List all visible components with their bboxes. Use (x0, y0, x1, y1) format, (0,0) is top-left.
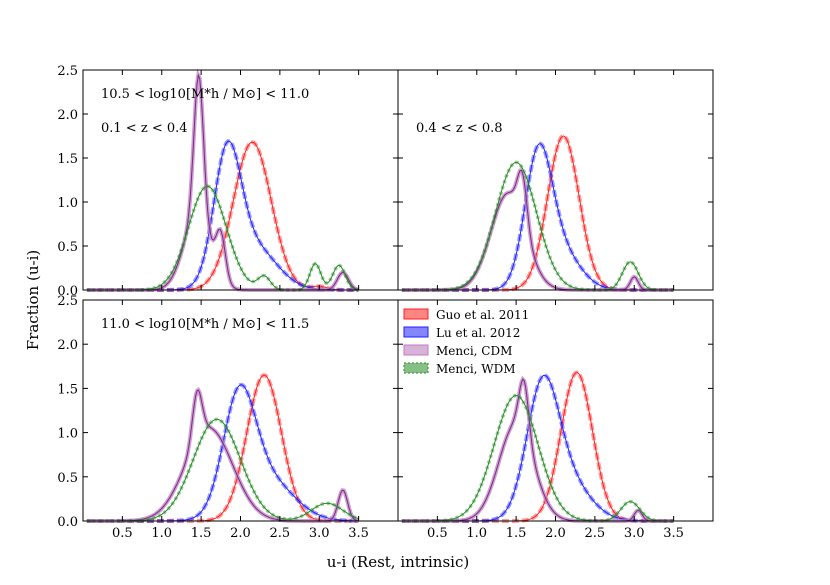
x-tick-label: 0.5 (112, 526, 133, 541)
panel-3: 0.5 1.0 1.5 2.0 2.5 3.0 3.5 0.0 0.5 1.0 1.5 2.0 2.5 1… (57, 294, 399, 541)
x-tick-label: 2.0 (545, 526, 566, 541)
series-band-menci-cdm-panel-2 (401, 167, 674, 292)
legend-label-guo-et-al-2011: Guo et al. 2011 (436, 308, 529, 322)
panel-4: 0.5 1.0 1.5 2.0 2.5 3.0 3.5 (397, 299, 714, 541)
legend-swatch-menci-cdm (403, 344, 429, 356)
series-line-menci-cdm-panel-1 (86, 73, 359, 291)
panel-frame-1 (82, 69, 399, 291)
x-tick-label: 2.5 (585, 526, 606, 541)
legend-label-lu-et-al-2012: Lu et al. 2012 (436, 326, 520, 340)
x-tick-label: 1.0 (151, 526, 172, 541)
series-line-menci-cdm-panel-3 (86, 389, 359, 522)
y-tick-label: 1.5 (57, 382, 78, 397)
legend: Guo et al. 2011 Lu et al. 2012 Menci, CDM M… (403, 308, 529, 376)
x-tick-label: 3.5 (348, 526, 369, 541)
y-tick-label: 2.5 (57, 64, 78, 79)
legend-swatch-guo-et-al-2011 (403, 308, 429, 320)
series-band-menci-cdm-panel-1 (86, 68, 360, 292)
y-tick-label: 1.5 (57, 152, 78, 167)
panel-annotation: 0.4 < z < 0.8 (416, 121, 503, 136)
panel-annotation: 0.1 < z < 0.4 (101, 121, 188, 136)
y-tick-label: 0.5 (57, 240, 78, 255)
panel-frame-2 (397, 69, 714, 291)
series-line-menci-wdm-panel-4 (401, 394, 674, 522)
x-tick-label: 0.5 (427, 526, 448, 541)
panels-layer: 0.0 0.5 1.0 1.5 2.0 2.5 10.5 < log10[M*h / M⊙]… (57, 64, 714, 541)
y-tick-label: 2.5 (57, 294, 78, 309)
series-line-menci-cdm-panel-2 (401, 169, 674, 291)
panel-annotation: 11.0 < log10[M*h / M⊙] < 11.5 (101, 317, 309, 332)
series-band-menci-cdm-panel-4 (401, 375, 674, 523)
x-axis-label: u-i (Rest, intrinsic) (327, 553, 469, 571)
series-line-lu-et-al-2012-panel-3 (86, 384, 359, 522)
x-tick-label: 3.5 (663, 526, 684, 541)
series-line-menci-cdm-panel-4 (401, 378, 674, 522)
x-tick-label: 2.5 (270, 526, 291, 541)
series-line-menci-wdm-panel-3 (86, 418, 359, 522)
y-tick-label: 0.5 (57, 471, 78, 486)
y-axis-label: Fraction (u-i) (24, 250, 42, 350)
legend-label-menci-cdm: Menci, CDM (436, 344, 512, 358)
legend-label-menci-wdm: Menci, WDM (436, 362, 516, 376)
panel-frame-3 (82, 299, 399, 522)
x-tick-label: 3.0 (624, 526, 645, 541)
y-tick-label: 0.0 (57, 515, 78, 530)
y-tick-label: 0.0 (57, 284, 78, 299)
x-tick-label: 1.0 (466, 526, 487, 541)
x-tick-label: 1.5 (191, 526, 212, 541)
panel-annotation: 10.5 < log10[M*h / M⊙] < 11.0 (101, 87, 309, 102)
panel-2: 0.4 < z < 0.8 (397, 69, 714, 292)
y-tick-label: 2.0 (57, 108, 78, 123)
series-band-menci-cdm-panel-3 (86, 387, 359, 523)
y-tick-label: 1.0 (57, 427, 78, 442)
x-tick-label: 3.0 (309, 526, 330, 541)
y-tick-label: 2.0 (57, 338, 78, 353)
x-tick-label: 2.0 (230, 526, 251, 541)
x-tick-label: 1.5 (506, 526, 527, 541)
legend-swatch-menci-wdm (403, 362, 429, 374)
panel-1: 0.0 0.5 1.0 1.5 2.0 2.5 10.5 < log10[M*h / M⊙]… (57, 64, 399, 299)
y-tick-label: 1.0 (57, 196, 78, 211)
legend-swatch-lu-et-al-2012 (403, 326, 429, 338)
series-band-lu-et-al-2012-panel-3 (86, 382, 359, 523)
